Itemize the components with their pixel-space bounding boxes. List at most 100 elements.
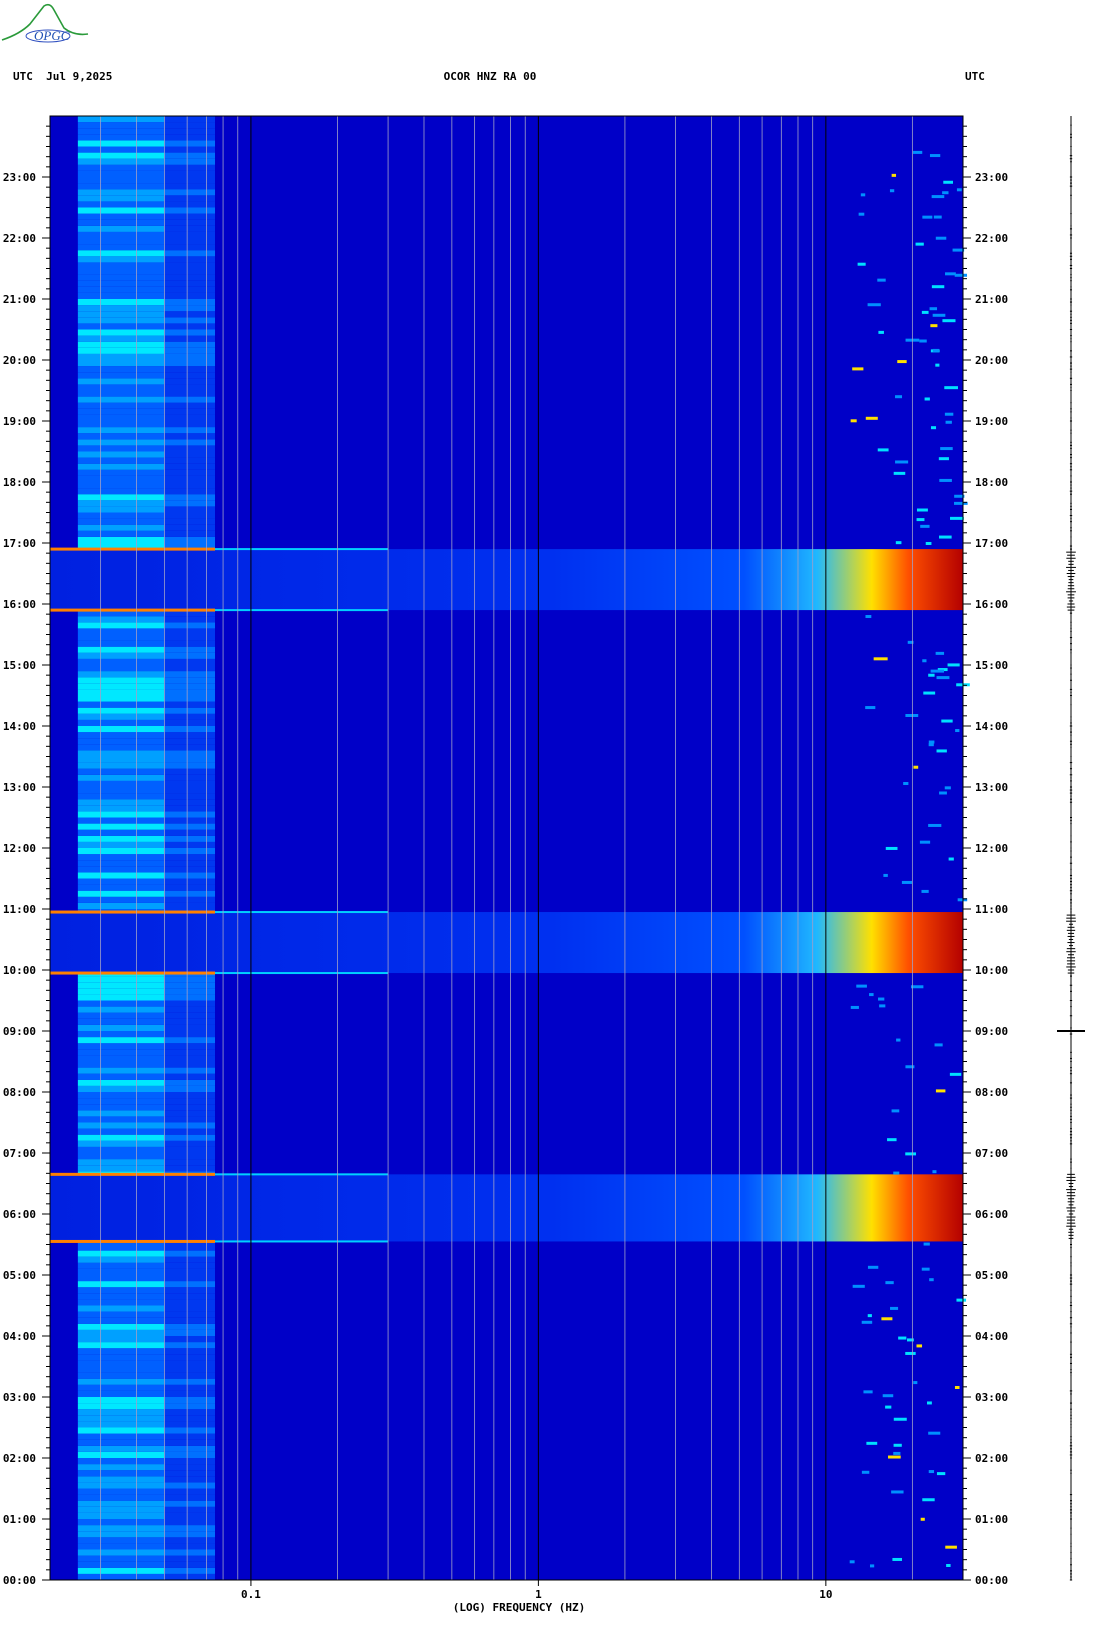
low-frequency-cell [164,543,216,550]
y-tick-label: 15:00 [3,659,36,672]
low-frequency-cell [77,1244,165,1251]
low-frequency-cell [77,445,165,452]
low-frequency-cell [164,1305,216,1312]
low-frequency-cell [164,427,216,434]
low-frequency-cell [164,1165,216,1172]
noise-blip [889,189,895,193]
low-frequency-cell [77,665,165,672]
low-frequency-cell [77,1037,165,1044]
low-frequency-cell [77,1012,165,1019]
noise-blip [863,1390,873,1394]
noise-blip [895,460,909,464]
y-tick-label: 06:00 [3,1208,36,1221]
noise-blip [896,1038,901,1042]
low-frequency-cell [164,335,216,342]
low-frequency-cell [164,347,216,354]
y-tick-label: 04:00 [3,1330,36,1343]
low-frequency-cell [77,1525,165,1532]
noise-blip [936,1472,946,1476]
noise-blip [936,676,950,680]
low-frequency-cell [164,262,216,269]
low-frequency-cell [77,835,165,842]
low-frequency-cell [77,756,165,763]
low-frequency-cell [164,390,216,397]
low-frequency-cell [164,1366,216,1373]
y-tick-label: 22:00 [3,232,36,245]
low-frequency-cell [77,1006,165,1013]
energetic-band [50,549,963,611]
noise-blip [929,1278,934,1282]
low-frequency-cell [77,1049,165,1056]
low-frequency-cell [77,1140,165,1147]
low-frequency-cell [77,1512,165,1519]
low-frequency-cell [77,1061,165,1068]
low-frequency-cell [164,628,216,635]
low-frequency-cell [164,1299,216,1306]
low-frequency-cell [164,207,216,214]
low-frequency-cell [77,616,165,623]
low-frequency-cell [77,292,165,299]
y-tick-label: 18:00 [975,476,1008,489]
noise-blip [867,1314,872,1318]
low-frequency-cell [77,622,165,629]
low-frequency-cell [164,1433,216,1440]
low-frequency-cell [164,866,216,873]
low-frequency-cell [164,726,216,733]
low-frequency-cell [164,994,216,1001]
low-frequency-cell [164,750,216,757]
low-frequency-cell [164,713,216,720]
low-frequency-cell [164,640,216,647]
low-frequency-cell [77,1250,165,1257]
low-frequency-cell [77,1451,165,1458]
low-frequency-cell [164,1445,216,1452]
low-frequency-cell [164,780,216,787]
low-frequency-cell [164,811,216,818]
low-frequency-cell [77,878,165,885]
low-frequency-cell [164,1116,216,1123]
low-frequency-cell [77,677,165,684]
logo-text: OPGC [34,28,70,43]
low-frequency-cell [164,793,216,800]
low-frequency-cell [77,238,165,245]
low-frequency-cell [77,256,165,263]
band-edge-line [215,609,389,612]
low-frequency-cell [77,488,165,495]
low-frequency-cell [164,506,216,513]
noise-blip [928,743,934,747]
low-frequency-cell [164,1397,216,1404]
low-frequency-cell [164,280,216,287]
noise-blip [895,395,903,399]
low-frequency-cell [164,1451,216,1458]
low-frequency-cell [77,280,165,287]
low-frequency-cell [77,750,165,757]
low-frequency-cell [77,536,165,543]
low-frequency-cell [77,286,165,293]
y-tick-label: 08:00 [3,1086,36,1099]
low-frequency-cell [164,1384,216,1391]
low-frequency-cell [164,1311,216,1318]
noise-blip [885,1281,894,1285]
y-tick-label: 12:00 [975,842,1008,855]
low-frequency-cell [77,207,165,214]
low-frequency-cell [77,1098,165,1105]
low-frequency-cell [164,146,216,153]
header-right: UTC [965,70,985,83]
low-frequency-cell [164,414,216,421]
noise-blip [956,188,962,192]
low-frequency-cell [164,738,216,745]
noise-blip [905,1065,915,1069]
low-frequency-cell [77,1311,165,1318]
low-frequency-cell [77,1268,165,1275]
low-frequency-cell [77,817,165,824]
low-frequency-cell [77,1488,165,1495]
noise-blip [898,1336,907,1340]
low-frequency-cell [77,329,165,336]
low-frequency-cell [164,1049,216,1056]
low-frequency-cell [164,512,216,519]
low-frequency-cell [164,658,216,665]
low-frequency-cell [164,1482,216,1489]
low-frequency-cell [164,671,216,678]
noise-blip [892,1557,903,1561]
low-frequency-cell [164,829,216,836]
low-frequency-cell [77,1384,165,1391]
